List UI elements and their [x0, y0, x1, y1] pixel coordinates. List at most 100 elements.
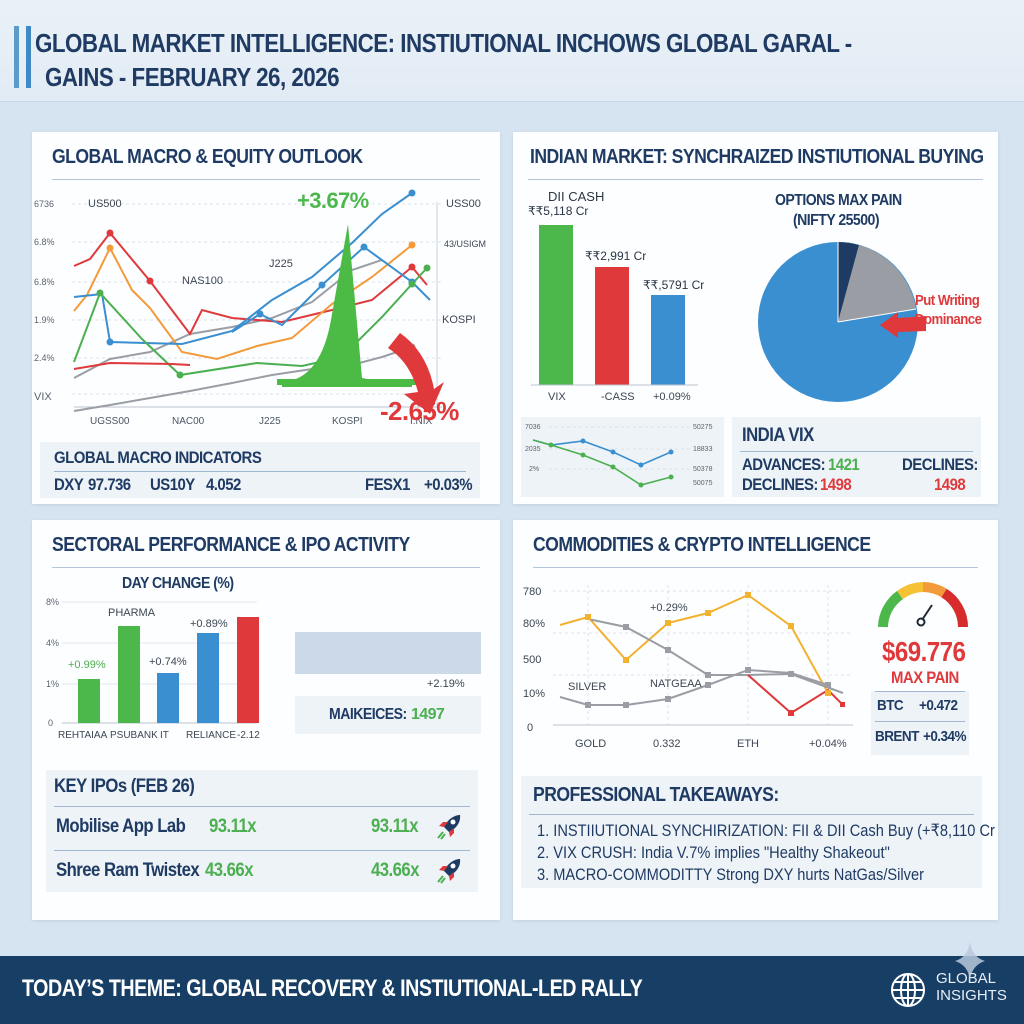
ipo-name: Shree Ram Twistex	[56, 860, 200, 881]
svg-text:J225: J225	[259, 416, 281, 427]
commodities-panel: COMMODITIES & CRYPTO INTELLIGENCE 780 80%…	[513, 520, 998, 920]
divider	[52, 567, 480, 568]
side-change-value: +2.19%	[427, 678, 465, 690]
divider	[54, 806, 470, 807]
svg-text:IT: IT	[160, 730, 169, 741]
ipo-subscription: 43.66x	[205, 860, 253, 881]
equity-line-chart: 6736 6.8% 6.8% 1.9% 2.4% VIX	[34, 189, 486, 427]
fesx-label: FESX1	[365, 475, 410, 494]
ipo-subscription: 93.11x	[209, 816, 257, 837]
svg-text:8%: 8%	[46, 597, 59, 607]
pie-annotation: Put Writing	[915, 292, 980, 309]
page-header: GLOBAL MARKET INTELLIGENCE: INSTIUTIONAL…	[0, 0, 1024, 102]
panel-title: SECTORAL PERFORMANCE & IPO ACTIVITY	[52, 534, 410, 556]
global-macro-panel: GLOBAL MACRO & EQUITY OUTLOOK 6736 6.8% …	[32, 132, 500, 504]
brand-line2: INSIGHTS	[936, 987, 1007, 1004]
dii-cash-label: DII CASH	[548, 189, 605, 204]
gain-callout: +3.67%	[297, 188, 369, 213]
svg-text:0.332: 0.332	[653, 738, 681, 750]
svg-text:+0.89%: +0.89%	[190, 618, 228, 630]
svg-text:2.4%: 2.4%	[34, 353, 55, 363]
svg-text:ETH: ETH	[737, 738, 759, 750]
indicators-title: GLOBAL MACRO INDICATORS	[54, 448, 262, 467]
max-pain-gauge-icon	[878, 582, 968, 628]
svg-text:0: 0	[48, 718, 53, 728]
header-accent-bar	[14, 26, 19, 88]
svg-text:KOSPI: KOSPI	[332, 416, 363, 427]
svg-text:SILVER: SILVER	[568, 681, 606, 693]
india-vix-title: INDIA VIX	[742, 425, 814, 446]
divider	[54, 850, 470, 851]
svg-text:₹₹,5791 Cr: ₹₹,5791 Cr	[643, 278, 704, 292]
svg-text:780: 780	[523, 586, 541, 598]
svg-text:VIX: VIX	[548, 391, 566, 403]
us10y-label: US10Y	[150, 475, 195, 494]
header-accent-bar	[26, 26, 31, 88]
dxy-value: 97.736	[88, 475, 131, 494]
pie-subtitle: (NIFTY 25500)	[793, 212, 880, 229]
svg-text:₹₹2,991 Cr: ₹₹2,991 Cr	[585, 249, 646, 263]
crypto-name: BTC	[877, 697, 904, 714]
svg-text:+0.04%: +0.04%	[809, 738, 847, 750]
brand-logo-text: GLOBAL INSIGHTS	[936, 970, 1007, 1004]
takeaways-title: PROFESSIONAL TAKEAWAYS:	[533, 784, 779, 806]
svg-text:+0.99%: +0.99%	[68, 659, 106, 671]
crypto-value: +0.472	[919, 697, 958, 714]
svg-text:6.8%: 6.8%	[34, 277, 55, 287]
panel-title: INDIAN MARKET: SYNCHRAIZED INSTIUTIONAL …	[530, 146, 984, 168]
svg-text:RELIANCE: RELIANCE	[186, 730, 236, 741]
svg-text:7036: 7036	[525, 424, 541, 431]
svg-text:I.NIX: I.NIX	[410, 416, 433, 427]
svg-text:50275: 50275	[693, 424, 713, 431]
declines-label-right: DECLINES:	[902, 455, 978, 474]
declines-value: 1498	[820, 475, 852, 494]
divider	[875, 721, 965, 722]
svg-text:10%: 10%	[523, 688, 545, 700]
divider	[529, 814, 974, 815]
vix-sparkline: 7036 2035 2% 50275 18833 50378 50075	[525, 424, 713, 488]
divider	[533, 567, 978, 568]
svg-text:6736: 6736	[34, 199, 54, 209]
ipo-subscription-2: 43.66x	[371, 860, 419, 881]
max-pain-label: MAX PAIN	[891, 668, 959, 687]
advances-label: ADVANCES:	[742, 455, 826, 474]
us10y-value: 4.052	[206, 475, 241, 494]
rocket-icon	[437, 815, 461, 840]
india-vix-box: INDIA VIX ADVANCES: 1421 DECLINES: 1498 …	[732, 417, 981, 497]
pie-title: OPTIONS MAX PAIN	[775, 192, 902, 209]
side-number: 1497	[411, 706, 445, 723]
ipo-name: Mobilise App Lab	[56, 816, 186, 837]
divider	[740, 451, 973, 452]
svg-text:KOSPI: KOSPI	[442, 314, 476, 326]
svg-text:₹₹5,118 Cr: ₹₹5,118 Cr	[528, 204, 588, 218]
svg-text:500: 500	[523, 654, 541, 666]
svg-text:USS00: USS00	[446, 198, 481, 210]
market-breadth-box: MAIKEICES: 1497	[295, 696, 481, 734]
divider	[54, 471, 466, 472]
svg-text:VIX: VIX	[34, 391, 52, 403]
svg-text:2%: 2%	[529, 466, 539, 473]
sector-chart-title: DAY CHANGE (%)	[122, 575, 234, 592]
sector-bar-chart: 8% 4% 1% 0 +0.99% PHARMA +0.74% +0.89% REHT…	[46, 597, 260, 741]
svg-text:US500: US500	[88, 198, 122, 210]
svg-text:50378: 50378	[693, 466, 713, 473]
divider	[875, 691, 965, 692]
declines-value-right: 1498	[934, 475, 966, 494]
divider	[52, 179, 480, 180]
svg-text:1.9%: 1.9%	[34, 315, 55, 325]
theme-footer: TODAY’S THEME: GLOBAL RECOVERY & INSTIUT…	[0, 956, 1024, 1024]
sparkle-icon	[955, 942, 985, 980]
max-pain-value: $69.776	[882, 636, 966, 667]
placeholder-bar	[295, 632, 481, 674]
svg-text:+0.29%: +0.29%	[650, 602, 688, 614]
page-subtitle-date: GAINS - FEBRUARY 26, 2026	[45, 62, 340, 92]
max-pain-pie-chart	[758, 242, 926, 402]
svg-text:NAS100: NAS100	[182, 275, 223, 287]
svg-text:80%: 80%	[523, 618, 545, 630]
svg-text:PHARMA: PHARMA	[108, 607, 156, 619]
svg-text:PSUBANK: PSUBANK	[110, 730, 158, 741]
svg-text:-CASS: -CASS	[601, 391, 635, 403]
key-ipos-box: KEY IPOs (FEB 26) Mobilise App Lab 93.11…	[46, 770, 478, 892]
svg-text:NATGEAA: NATGEAA	[650, 678, 702, 690]
